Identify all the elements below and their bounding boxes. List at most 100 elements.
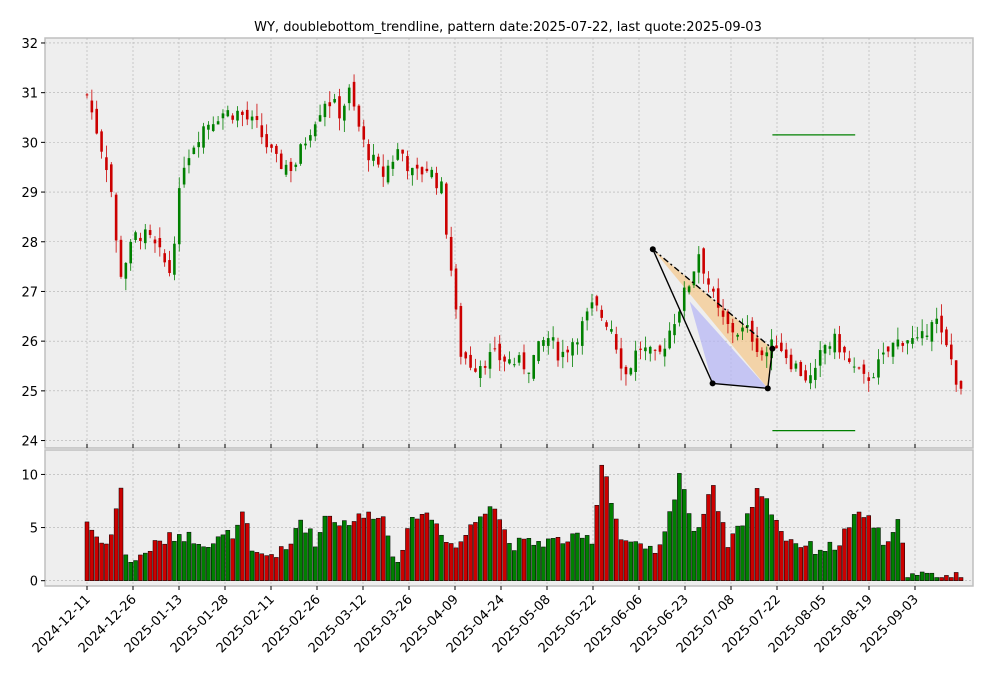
candle-body <box>226 110 230 117</box>
candle-body <box>906 340 909 344</box>
volume-bar <box>827 541 833 581</box>
volume-bar <box>371 518 376 581</box>
volume-bar <box>444 541 449 581</box>
volume-bar <box>99 542 104 581</box>
price-tick-label: 25 <box>21 385 38 400</box>
candle-body <box>877 359 880 378</box>
volume-bar <box>783 540 789 581</box>
candle-body <box>561 351 565 358</box>
candle-body <box>245 109 249 120</box>
candle-body <box>916 337 919 339</box>
volume-bar <box>424 512 430 581</box>
volume-bar <box>895 519 901 581</box>
volume-bar <box>580 537 585 581</box>
candle-body <box>275 145 278 154</box>
candle-body <box>954 360 958 385</box>
candle-body <box>391 161 395 169</box>
volume-bar <box>172 541 177 581</box>
candle-body <box>682 287 686 311</box>
volume-bar <box>361 517 367 581</box>
candle-body <box>207 124 210 130</box>
volume-bar <box>842 528 847 581</box>
candle-body <box>449 236 453 271</box>
candle-body <box>459 306 463 357</box>
candle-body <box>197 142 200 148</box>
volume-bar <box>283 549 289 581</box>
volume-bar <box>502 529 507 581</box>
candle-body <box>124 262 128 279</box>
volume-bar <box>342 520 347 581</box>
volume-bar <box>448 543 454 581</box>
candle-body <box>712 288 715 292</box>
candle-body <box>794 363 798 369</box>
volume-bar <box>312 546 318 581</box>
volume-bar <box>225 530 231 581</box>
volume-bar <box>332 522 337 581</box>
candle-body <box>775 345 778 349</box>
candle-body <box>522 352 526 370</box>
volume-bar <box>157 540 163 581</box>
candle-body <box>959 380 963 389</box>
pattern-line <box>767 348 774 389</box>
volume-bar <box>618 539 624 581</box>
candle-body <box>216 121 220 125</box>
volume-bar <box>482 513 488 581</box>
volume-bar <box>919 571 925 581</box>
candle-body <box>445 183 448 235</box>
candle-body <box>648 346 652 354</box>
candle-body <box>362 126 366 140</box>
candle-body <box>634 350 637 372</box>
candle-body <box>284 164 288 175</box>
volume-bar <box>541 546 546 581</box>
volume-bar <box>560 543 566 581</box>
volume-bar <box>949 577 954 581</box>
candle-body <box>595 296 599 306</box>
candle-body <box>624 366 628 375</box>
candle-body <box>818 350 822 366</box>
volume-bar <box>900 542 905 581</box>
candle-body <box>294 164 298 167</box>
candle-body <box>498 343 502 361</box>
volume-bar <box>453 547 459 581</box>
candle-body <box>474 368 477 372</box>
candle-body <box>542 340 545 346</box>
volume-bar <box>677 473 682 581</box>
volume-bar <box>206 547 211 581</box>
volume-bar <box>167 532 172 581</box>
volume-bar <box>681 489 687 581</box>
volume-bar <box>128 562 133 581</box>
volume-bar <box>638 543 643 581</box>
candle-body <box>119 239 123 277</box>
volume-bar <box>924 572 930 581</box>
volume-bar <box>575 532 580 581</box>
candle-body <box>576 342 579 345</box>
volume-bar <box>929 572 935 581</box>
volume-bar <box>774 519 779 581</box>
volume-bar <box>380 516 386 581</box>
candle-body <box>158 238 162 248</box>
candle-body <box>663 348 667 357</box>
pattern-base-fill <box>689 301 768 389</box>
volume-bar <box>210 543 216 581</box>
candle-body <box>182 167 186 185</box>
candle-body <box>707 278 710 285</box>
candle-body <box>114 194 118 241</box>
volume-tick-label: 10 <box>21 468 38 483</box>
volume-bar <box>303 532 308 581</box>
volume-bar <box>832 549 838 581</box>
volume-bar <box>293 528 299 581</box>
candle-body <box>702 248 705 274</box>
volume-bar <box>546 538 551 581</box>
candle-body <box>129 241 132 264</box>
price-tick-label: 27 <box>21 285 38 300</box>
candle-body <box>833 333 837 353</box>
candle-body <box>843 346 846 353</box>
volume-bar <box>410 517 415 581</box>
candle-body <box>585 311 589 321</box>
candle-body <box>333 98 336 103</box>
volume-bar <box>259 553 265 581</box>
volume-bar <box>536 541 541 581</box>
candle-body <box>479 366 482 379</box>
candle-body <box>736 334 739 337</box>
volume-bar <box>196 544 201 581</box>
